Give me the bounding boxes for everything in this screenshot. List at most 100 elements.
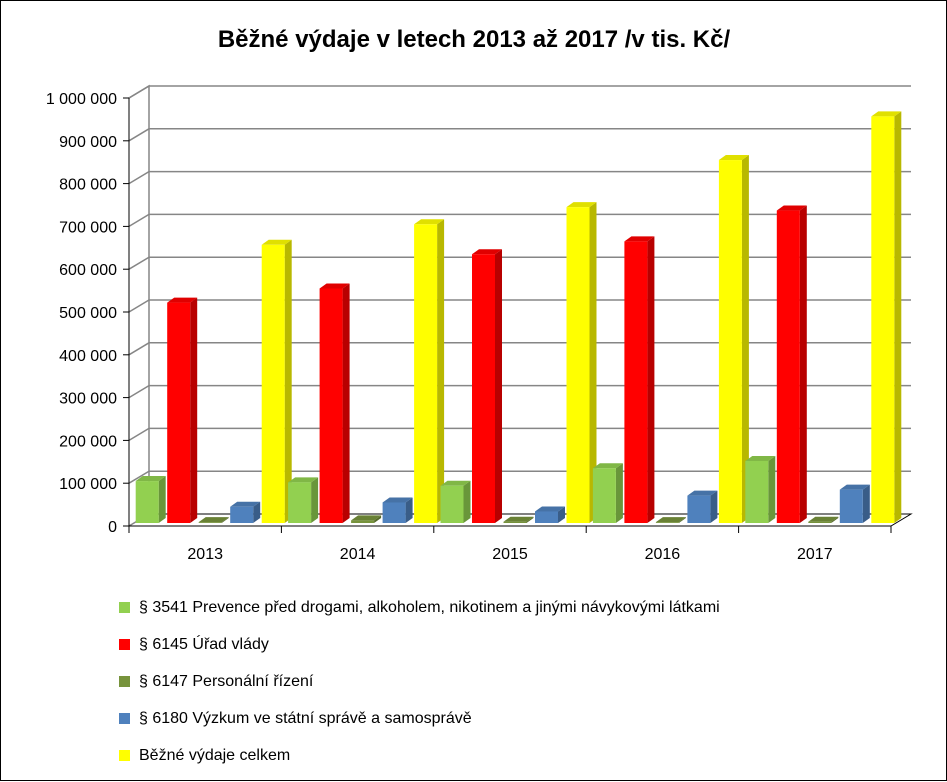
bar-side (437, 219, 445, 524)
bar (135, 476, 166, 523)
bar (503, 516, 534, 523)
legend-label: § 6180 Výzkum ve státní správě a samospr… (139, 709, 472, 727)
bar (624, 236, 655, 523)
bar-top (230, 501, 261, 507)
gridline (128, 256, 911, 270)
bar-top (503, 516, 534, 522)
bar-front (135, 481, 159, 523)
bar-front (230, 506, 254, 523)
bar-front (503, 521, 527, 523)
bar-side (768, 455, 776, 523)
bar (566, 202, 597, 524)
bar-side (374, 515, 382, 523)
bar (655, 517, 686, 523)
bar (745, 455, 776, 523)
legend-item: § 6147 Personální řízení (119, 663, 720, 700)
y-tick-label: 800 000 (59, 177, 117, 194)
bar-top (871, 111, 902, 117)
bar (687, 490, 718, 523)
legend-item: § 3541 Prevence před drogami, alkoholem,… (119, 589, 720, 626)
legend-swatch (119, 639, 130, 650)
y-tick-label: 700 000 (59, 219, 117, 236)
bar-front (198, 522, 222, 523)
legend-swatch (119, 676, 130, 687)
gridline (128, 85, 911, 99)
bar-top (167, 297, 198, 303)
bar-top (261, 239, 292, 245)
bar-side (678, 517, 686, 523)
legend-item: § 6145 Úřad vlády (119, 626, 720, 663)
bar-front (776, 210, 800, 523)
gridline (128, 427, 911, 442)
bar-side (894, 111, 902, 524)
bar-side (158, 476, 166, 523)
bar-top (624, 236, 655, 242)
bar-top (382, 497, 413, 503)
bar-top (472, 249, 502, 255)
chart-title: Běžné výdaje v letech 2013 až 2017 /v ti… (218, 26, 731, 53)
bar-front (566, 207, 590, 524)
legend-label: § 3541 Prevence před drogami, alkoholem,… (139, 598, 720, 616)
legend: § 3541 Prevence před drogami, alkoholem,… (119, 589, 720, 774)
bar-side (710, 490, 718, 523)
bar (839, 484, 870, 523)
bar (167, 297, 198, 523)
bar-front (319, 288, 343, 523)
bar-top (566, 202, 597, 208)
legend-item: Běžné výdaje celkem (119, 737, 720, 774)
gridline (128, 213, 911, 228)
gridline (128, 342, 911, 356)
y-tick-label: 400 000 (59, 348, 117, 365)
bar-front (351, 520, 375, 523)
bar-side (647, 236, 655, 523)
bar-side (463, 480, 471, 523)
legend-label: Běžné výdaje celkem (139, 746, 291, 764)
y-tick-label: 200 000 (59, 433, 117, 450)
bar (592, 463, 623, 523)
bar (535, 506, 565, 523)
x-tick-label: 2013 (187, 546, 223, 563)
y-tick-label: 300 000 (59, 391, 117, 408)
bar-top (135, 476, 166, 482)
bar-top (655, 517, 686, 523)
bar-top (198, 517, 229, 523)
gridline (128, 384, 911, 399)
bar (382, 497, 413, 523)
bar (319, 283, 350, 523)
bar-side (862, 484, 870, 523)
bar-front (687, 495, 711, 523)
bar-top (687, 490, 718, 496)
bar-front (655, 522, 679, 523)
bar-side (741, 155, 749, 523)
bar-front (382, 502, 406, 523)
bar-side (615, 463, 623, 523)
bar-front (871, 116, 895, 524)
bar-side (589, 202, 597, 524)
y-tick-label: 500 000 (59, 305, 117, 322)
bar-side (190, 297, 198, 523)
gridline (128, 128, 911, 142)
bar (414, 219, 445, 524)
bars (135, 111, 902, 524)
bar-front (839, 489, 863, 523)
bar-front (472, 254, 495, 523)
legend-swatch (119, 713, 130, 724)
x-tick-label: 2015 (492, 546, 528, 563)
gridlines (128, 85, 911, 484)
bar-front (535, 511, 558, 523)
bar-side (253, 501, 261, 523)
gridline (128, 170, 911, 185)
legend-label: § 6145 Úřad vlády (139, 635, 269, 653)
bar-side (558, 506, 565, 523)
x-tick-label: 2016 (645, 546, 681, 563)
x-axis: 2013 2014 2015 2016 2017 (128, 526, 892, 563)
bar-side (831, 516, 839, 523)
bar-top (535, 506, 565, 512)
bar-top (745, 455, 776, 461)
bar-front (592, 468, 616, 523)
bar-top (414, 219, 445, 225)
x-tick-label: 2014 (340, 546, 376, 563)
bar-top (718, 155, 749, 161)
bar (718, 155, 749, 523)
